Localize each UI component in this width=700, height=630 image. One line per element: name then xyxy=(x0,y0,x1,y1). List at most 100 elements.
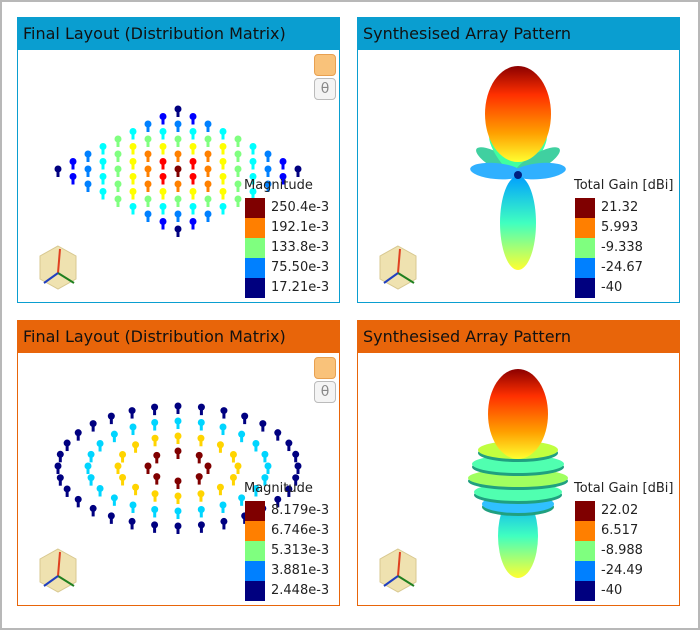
pin-head xyxy=(219,128,227,135)
pin-head xyxy=(195,451,203,459)
legend-title: Magnitude xyxy=(244,481,313,496)
legend-swatch xyxy=(245,521,265,541)
legend-label: 75.50e-3 xyxy=(271,260,330,275)
pin-head xyxy=(174,150,182,158)
pin-head xyxy=(204,195,212,203)
pin-head xyxy=(174,180,182,188)
legend-swatch xyxy=(245,218,265,238)
view-button[interactable] xyxy=(314,357,336,379)
pin-head xyxy=(159,173,167,180)
pin-head xyxy=(204,462,212,470)
pin-head xyxy=(151,419,159,427)
pin-head xyxy=(84,165,92,173)
pin-head xyxy=(129,423,137,431)
pin-head xyxy=(153,451,161,459)
axis-z xyxy=(57,551,61,577)
pin-head xyxy=(204,165,212,173)
theta-button[interactable]: θ xyxy=(314,78,336,100)
pin-head xyxy=(234,195,242,203)
view xyxy=(379,369,568,593)
pin-head xyxy=(234,135,242,143)
back-lobe xyxy=(500,176,536,270)
legend-label: 6.517 xyxy=(601,523,639,538)
pin-head xyxy=(204,180,212,188)
pin-head xyxy=(159,203,167,210)
legend-swatch xyxy=(245,501,265,521)
pin-head xyxy=(264,180,272,188)
pin-head xyxy=(144,195,152,203)
pin-head xyxy=(219,188,227,195)
pin-head xyxy=(294,462,302,470)
view-button[interactable] xyxy=(314,54,336,76)
pin-head xyxy=(234,150,242,158)
pin-head xyxy=(99,188,107,195)
pin-head xyxy=(204,120,212,128)
pin-head xyxy=(159,143,167,150)
pin-head xyxy=(99,158,107,165)
pin-head xyxy=(159,158,167,165)
panel: Synthesised Array Pattern Total Gain [dBi… xyxy=(357,320,680,606)
legend-swatch xyxy=(575,561,595,581)
pin-head xyxy=(264,150,272,158)
legend-label: 17.21e-3 xyxy=(271,280,330,295)
theta-button[interactable]: θ xyxy=(314,381,336,403)
main-lobe xyxy=(488,369,548,459)
legend-swatch xyxy=(575,198,595,218)
pin-head xyxy=(229,451,237,459)
legend-label: -40 xyxy=(601,280,623,295)
pin-head xyxy=(174,432,182,440)
pin-head xyxy=(99,173,107,180)
legend-label: 6.746e-3 xyxy=(271,523,330,538)
legend-label: 5.993 xyxy=(601,220,639,235)
legend-label: 5.313e-3 xyxy=(271,543,330,558)
view xyxy=(39,402,302,593)
pin-head xyxy=(114,135,122,143)
legend-label: -9.338 xyxy=(601,240,643,255)
pin-head xyxy=(274,429,282,437)
axis-z xyxy=(397,248,401,274)
pin-head xyxy=(204,210,212,218)
pin-head xyxy=(252,440,260,447)
pin-head xyxy=(56,474,64,482)
legend-title: Magnitude xyxy=(244,178,313,193)
pin-head xyxy=(159,218,167,225)
pin-head xyxy=(204,150,212,158)
pin-head xyxy=(189,113,197,120)
axis-x xyxy=(397,575,415,587)
pin-head xyxy=(292,450,300,458)
panel: Final Layout (Distribution Matrix) θ Magni… xyxy=(17,17,340,303)
pin-head xyxy=(197,434,205,442)
pin-head xyxy=(144,135,152,143)
legend-swatch xyxy=(575,541,595,561)
pin-head xyxy=(74,429,82,437)
pin-head xyxy=(285,439,293,447)
pin-head xyxy=(129,143,137,150)
pin-head xyxy=(249,173,257,180)
legend-label: 192.1e-3 xyxy=(271,220,330,235)
pin-head xyxy=(110,430,118,438)
pin-head xyxy=(249,158,257,165)
pin-head xyxy=(144,180,152,188)
pin-head xyxy=(129,188,137,195)
legend-label: 3.881e-3 xyxy=(271,563,330,578)
pin-head xyxy=(174,447,182,455)
pin-head xyxy=(274,495,282,503)
side-lobe xyxy=(470,162,522,180)
pin-head xyxy=(114,462,122,470)
pin-head xyxy=(151,521,159,529)
legend-label: -8.988 xyxy=(601,543,643,558)
pin-head xyxy=(174,120,182,128)
pin-head xyxy=(151,490,159,498)
pin-head xyxy=(132,441,140,449)
panel: Synthesised Array Pattern Total Gain [dBi… xyxy=(357,17,680,303)
legend-swatch xyxy=(575,238,595,258)
legend-title: Total Gain [dBi] xyxy=(574,178,674,193)
pin-head xyxy=(197,419,205,427)
legend-swatch xyxy=(575,521,595,541)
axis-z xyxy=(57,248,61,274)
pin-head xyxy=(84,462,92,470)
pin-head xyxy=(174,225,182,233)
legend-swatch xyxy=(245,541,265,561)
pin-head xyxy=(234,462,242,470)
